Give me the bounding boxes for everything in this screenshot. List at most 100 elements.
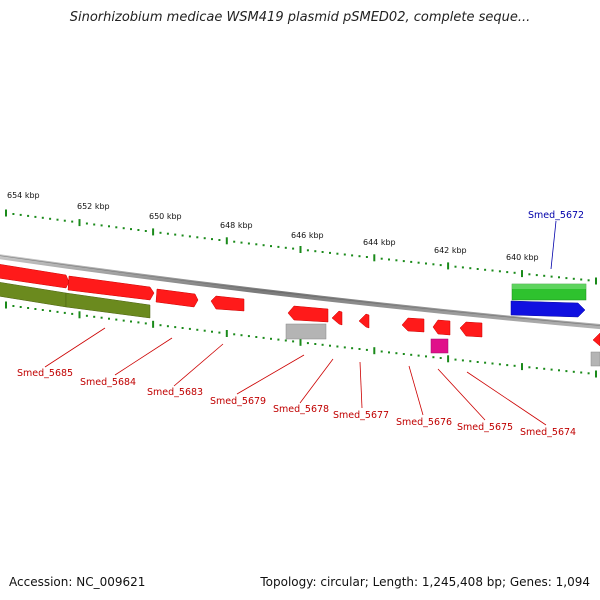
minor-tick — [572, 370, 575, 373]
minor-tick — [71, 220, 74, 223]
gene-label-smed-5675[interactable]: Smed_5675 — [457, 422, 513, 433]
minor-tick — [351, 347, 354, 350]
minor-tick — [211, 330, 213, 333]
gene-gray[interactable] — [285, 323, 327, 340]
minor-tick — [270, 337, 272, 340]
minor-tick — [144, 230, 147, 232]
minor-tick — [108, 225, 110, 228]
minor-tick — [543, 274, 546, 277]
minor-tick — [528, 273, 531, 276]
genome-summary: Topology: circular; Length: 1,245,408 bp… — [260, 575, 590, 589]
gene-red[interactable] — [401, 317, 425, 333]
minor-tick — [491, 362, 494, 365]
gene-label-smed-5674[interactable]: Smed_5674 — [520, 427, 576, 438]
gene-red[interactable] — [287, 305, 329, 323]
gene-gray[interactable] — [590, 351, 600, 367]
gene-label-smed-5679[interactable]: Smed_5679 — [210, 396, 266, 407]
minor-tick — [513, 271, 516, 274]
minor-tick — [63, 311, 66, 314]
minor-tick — [137, 229, 140, 231]
gene-label-smed-5683[interactable]: Smed_5683 — [147, 387, 203, 398]
minor-tick — [498, 270, 501, 273]
gene-label-smed-5672[interactable]: Smed_5672 — [528, 210, 584, 221]
minor-tick — [233, 240, 236, 243]
minor-tick — [218, 239, 221, 241]
major-tick — [5, 301, 7, 309]
gene-blue[interactable] — [510, 300, 586, 318]
minor-tick — [56, 310, 59, 313]
minor-tick — [137, 321, 140, 324]
major-tick — [152, 228, 155, 236]
label-leader-blue — [550, 220, 557, 270]
gene-red[interactable] — [331, 310, 343, 326]
scale-ticks-inner — [5, 301, 597, 378]
minor-tick — [402, 353, 405, 355]
map-title: Sinorhizobium medicae WSM419 plasmid pSM… — [69, 10, 531, 25]
minor-tick — [181, 327, 184, 329]
minor-tick — [469, 360, 472, 363]
minor-tick — [476, 361, 479, 363]
minor-tick — [277, 245, 280, 248]
gene-red[interactable] — [155, 288, 199, 308]
gene-label-smed-5678[interactable]: Smed_5678 — [273, 404, 329, 415]
minor-tick — [439, 357, 442, 359]
minor-tick — [284, 246, 287, 249]
genes-forward — [0, 264, 600, 347]
gene-label-smed-5677[interactable]: Smed_5677 — [333, 410, 389, 421]
minor-tick — [203, 237, 206, 240]
gene-red[interactable] — [67, 275, 155, 301]
kbp-label-654: 654 kbp — [7, 191, 40, 200]
minor-tick — [528, 366, 531, 369]
gene-red[interactable] — [592, 332, 600, 347]
major-tick — [521, 363, 523, 371]
minor-tick — [476, 268, 479, 270]
gene-olive[interactable] — [65, 292, 151, 319]
minor-tick — [277, 338, 280, 341]
gene-red[interactable] — [210, 295, 245, 312]
minor-tick — [580, 278, 583, 281]
minor-tick — [270, 245, 272, 248]
minor-tick — [41, 216, 44, 219]
major-tick — [78, 219, 81, 227]
minor-tick — [240, 334, 243, 337]
kbp-label-642: 642 kbp — [434, 246, 467, 255]
major-tick — [521, 270, 523, 278]
minor-tick — [41, 309, 44, 311]
gene-label-smed-5676[interactable]: Smed_5676 — [396, 417, 452, 428]
minor-tick — [71, 312, 74, 315]
major-tick — [595, 370, 597, 378]
minor-tick — [587, 279, 590, 282]
minor-tick — [130, 228, 132, 231]
label-leaders — [44, 327, 547, 426]
gene-label-smed-5684[interactable]: Smed_5684 — [80, 377, 136, 388]
minor-tick — [122, 319, 125, 322]
minor-tick — [558, 369, 560, 372]
minor-tick — [314, 250, 317, 253]
gene-red[interactable] — [0, 264, 70, 289]
minor-tick — [174, 326, 177, 329]
minor-tick — [100, 316, 103, 319]
gene-red[interactable] — [358, 313, 370, 329]
minor-tick — [535, 274, 538, 277]
minor-tick — [498, 363, 501, 366]
gene-red[interactable] — [459, 321, 483, 338]
minor-tick — [255, 336, 258, 338]
minor-tick — [306, 249, 309, 252]
minor-tick — [284, 339, 287, 342]
minor-tick — [49, 309, 52, 312]
minor-tick — [49, 217, 52, 220]
gene-red[interactable] — [432, 319, 451, 336]
minor-tick — [365, 256, 368, 258]
major-tick — [373, 254, 376, 262]
kbp-label-648: 648 kbp — [220, 221, 253, 230]
minor-tick — [306, 342, 309, 345]
minor-tick — [461, 359, 464, 362]
minor-tick — [240, 241, 243, 244]
minor-tick — [439, 264, 442, 267]
minor-tick — [211, 238, 213, 241]
minor-tick — [336, 252, 339, 255]
minor-tick — [506, 271, 509, 274]
gene-magenta[interactable] — [430, 338, 449, 354]
minor-tick — [247, 242, 250, 245]
gene-label-smed-5685[interactable]: Smed_5685 — [17, 368, 73, 379]
